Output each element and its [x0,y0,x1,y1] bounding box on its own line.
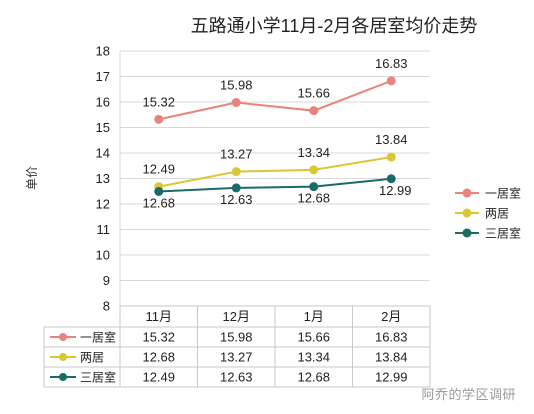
table-cell: 12.49 [142,370,175,385]
table-cell: 15.98 [220,330,253,345]
x-tick-label: 1月 [304,309,324,324]
data-point [154,114,164,124]
chart-title: 五路通小学11月-2月各居室均价走势 [191,16,478,36]
x-tick-label: 2月 [381,309,401,324]
table-legend-marker [59,373,67,381]
y-tick-label: 10 [96,248,110,263]
y-tick-label: 16 [96,95,110,110]
data-point [386,174,396,184]
y-tick-label: 15 [96,120,110,135]
table-row-label: 一居室 [80,330,116,345]
data-label: 15.32 [142,94,175,109]
data-label: 12.68 [142,196,175,211]
legend-marker [462,208,472,218]
data-label: 13.34 [297,145,330,160]
y-tick-label: 12 [96,197,110,212]
watermark-text: 阿乔的学区调研 [421,387,516,402]
data-point [386,152,396,162]
data-label: 13.27 [220,147,253,162]
table-cell: 13.84 [375,350,408,365]
x-tick-label: 12月 [223,309,250,324]
data-label: 12.63 [220,192,253,207]
table-legend-marker [59,333,67,341]
series-line [158,156,392,188]
y-tick-label: 17 [96,69,110,84]
series-line [158,177,392,193]
y-tick-label: 8 [103,299,110,314]
y-tick-label: 18 [96,44,110,59]
legend-label: 一居室 [485,186,521,201]
data-point [231,183,241,193]
data-label: 12.49 [142,162,175,177]
y-tick-label: 13 [96,171,110,186]
table-cell: 12.68 [297,370,330,385]
table-cell: 16.83 [375,330,408,345]
data-label: 15.66 [297,86,330,101]
table-cell: 13.34 [297,350,330,365]
data-point [309,106,319,116]
data-label: 13.84 [375,132,408,147]
x-tick-label: 11月 [146,309,173,324]
legend-label: 两居 [485,207,509,221]
data-point [309,165,319,175]
legend-marker [462,188,472,198]
table-cell: 15.32 [142,330,175,345]
table-row-label: 两居 [80,351,104,365]
data-point [386,76,396,86]
y-axis-label: 单价 [25,166,39,190]
table-cell: 12.63 [220,370,253,385]
legend-label: 三居室 [485,226,521,241]
table-row-label: 三居室 [80,370,116,385]
y-tick-label: 11 [97,222,111,237]
data-label: 15.98 [220,78,253,93]
table-cell: 12.68 [142,350,175,365]
legend-marker [462,228,472,238]
table-legend-marker [59,353,67,361]
table-cell: 15.66 [297,330,330,345]
data-label: 12.99 [379,183,412,198]
data-point [309,182,319,192]
y-tick-label: 14 [96,146,110,161]
table-cell: 12.99 [375,370,408,385]
y-tick-label: 9 [103,273,110,288]
data-label: 16.83 [375,56,408,71]
series-line [158,79,392,121]
data-point [231,167,241,177]
table-cell: 13.27 [220,350,253,365]
data-point [154,187,164,197]
data-label: 12.68 [297,191,330,206]
data-point [231,98,241,108]
